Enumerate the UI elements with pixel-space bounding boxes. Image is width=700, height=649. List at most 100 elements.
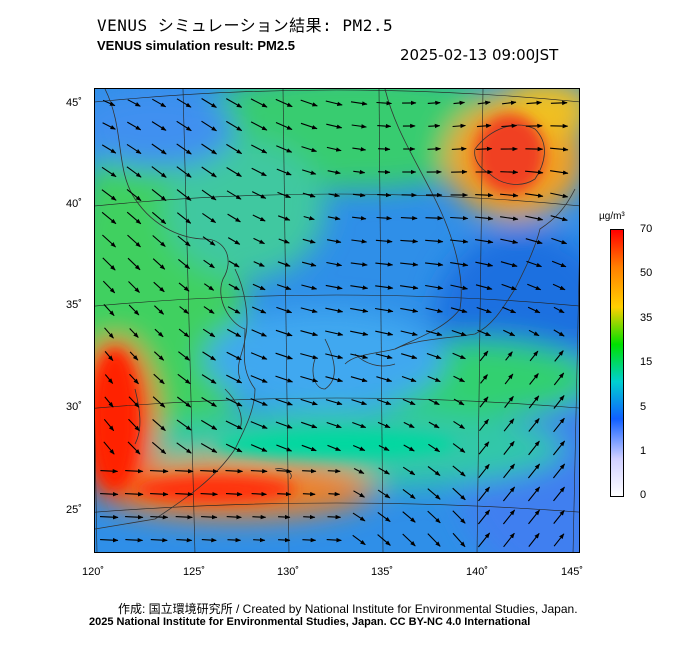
wind-arrow <box>250 121 268 131</box>
wind-arrow <box>552 463 566 479</box>
wind-arrow <box>278 215 291 221</box>
wind-arrow <box>227 306 241 314</box>
wind-arrow <box>327 216 341 221</box>
wind-arrow <box>475 216 494 221</box>
wind-arrow <box>478 463 490 479</box>
wind-arrow <box>127 99 141 107</box>
wind-arrow <box>149 468 169 474</box>
wind-arrow <box>452 443 466 453</box>
wind-arrow <box>278 514 291 520</box>
wind-arrow <box>226 190 242 200</box>
wind-arrow <box>276 306 293 314</box>
wind-arrow <box>276 145 293 153</box>
wind-arrow <box>326 239 342 244</box>
wind-arrow <box>300 307 318 314</box>
wind-arrow <box>352 147 367 152</box>
wind-arrow <box>553 306 565 314</box>
wind-arrow <box>176 166 192 178</box>
wind-arrow <box>325 330 344 337</box>
wind-arrow <box>501 123 518 129</box>
wind-arrow <box>151 188 167 202</box>
wind-arrow <box>302 238 316 244</box>
wind-arrow <box>326 537 342 543</box>
wind-arrow <box>253 261 265 267</box>
wind-arrow <box>428 123 441 129</box>
wind-arrow <box>99 514 119 520</box>
lon-label-140: 140˚ <box>466 566 489 578</box>
wind-arrow <box>550 100 568 106</box>
wind-arrow <box>129 328 139 338</box>
wind-arrow <box>550 147 569 152</box>
wind-arrow <box>151 166 167 178</box>
wind-arrow <box>425 215 444 221</box>
wind-arrow <box>250 352 268 360</box>
lon-label-125: 125˚ <box>183 566 206 578</box>
wind-arrow <box>351 124 367 129</box>
wind-arrow <box>227 237 241 245</box>
wind-arrow <box>177 235 191 247</box>
wind-arrow <box>502 486 516 502</box>
wind-arrow <box>203 259 215 269</box>
wind-arrow <box>500 261 518 268</box>
colorbar-tick-1: 1 <box>640 445 647 457</box>
wind-arrow <box>502 100 517 105</box>
colorbar-tick-0: 0 <box>640 489 647 501</box>
colorbar-tick-70: 70 <box>640 223 653 235</box>
wind-arrow <box>201 143 217 155</box>
wind-arrow <box>275 375 294 383</box>
wind-arrow <box>250 98 268 108</box>
credit-line-1: 作成: 国立環境研究所 / Created by National Instit… <box>118 602 578 616</box>
wind-arrow <box>153 281 165 293</box>
wind-arrow <box>450 239 469 244</box>
wind-arrow <box>275 398 293 406</box>
wind-arrow <box>350 330 369 336</box>
wind-arrow <box>203 283 215 291</box>
lat-label-35: 35˚ <box>66 299 82 311</box>
wind-arrow <box>352 216 367 221</box>
wind-arrow <box>475 239 494 244</box>
wind-arrow <box>377 489 391 499</box>
credit-line-2: 2025 National Institute for Environmenta… <box>89 616 531 628</box>
pm25-hotspots <box>95 114 545 503</box>
wind-arrow <box>377 511 391 523</box>
wind-arrow <box>201 98 217 108</box>
wind-arrow <box>553 533 565 547</box>
wind-arrow <box>129 351 139 361</box>
wind-arrow <box>226 167 242 177</box>
lat-label-30: 30˚ <box>66 401 82 413</box>
wind-arrow <box>325 376 344 383</box>
wind-arrow <box>277 261 291 267</box>
wind-arrow <box>351 399 368 405</box>
wind-arrow <box>452 123 466 129</box>
wind-arrow <box>325 353 344 360</box>
wind-arrow <box>502 306 517 314</box>
wind-arrow <box>552 283 566 291</box>
wind-arrow <box>452 510 466 524</box>
wind-arrow <box>377 123 392 129</box>
wind-arrow <box>528 440 540 456</box>
wind-arrow <box>200 468 219 474</box>
wind-arrow <box>176 120 192 132</box>
wind-arrow <box>476 123 492 129</box>
wind-arrow <box>402 466 416 476</box>
wind-arrow <box>428 421 440 429</box>
wind-arrow <box>201 189 217 201</box>
wind-arrow <box>525 170 544 175</box>
wind-arrow <box>101 144 117 154</box>
colorbar-tick-15: 15 <box>640 356 653 368</box>
wind-arrow <box>427 466 441 476</box>
wind-arrow <box>127 441 141 455</box>
wind-arrow <box>278 238 290 244</box>
wind-arrow <box>325 399 343 406</box>
wind-arrow <box>376 215 393 221</box>
title-japanese: VENUS シミュレーション結果: PM2.5 <box>97 16 394 35</box>
wind-arrow <box>402 488 416 500</box>
wind-arrow <box>200 491 218 497</box>
wind-arrow <box>427 146 442 152</box>
wind-arrow <box>504 373 514 385</box>
wind-arrow <box>326 261 343 267</box>
wind-arrow <box>128 396 140 408</box>
wind-arrow <box>126 166 142 178</box>
wind-vectors <box>99 98 569 548</box>
wind-arrow <box>129 373 139 385</box>
